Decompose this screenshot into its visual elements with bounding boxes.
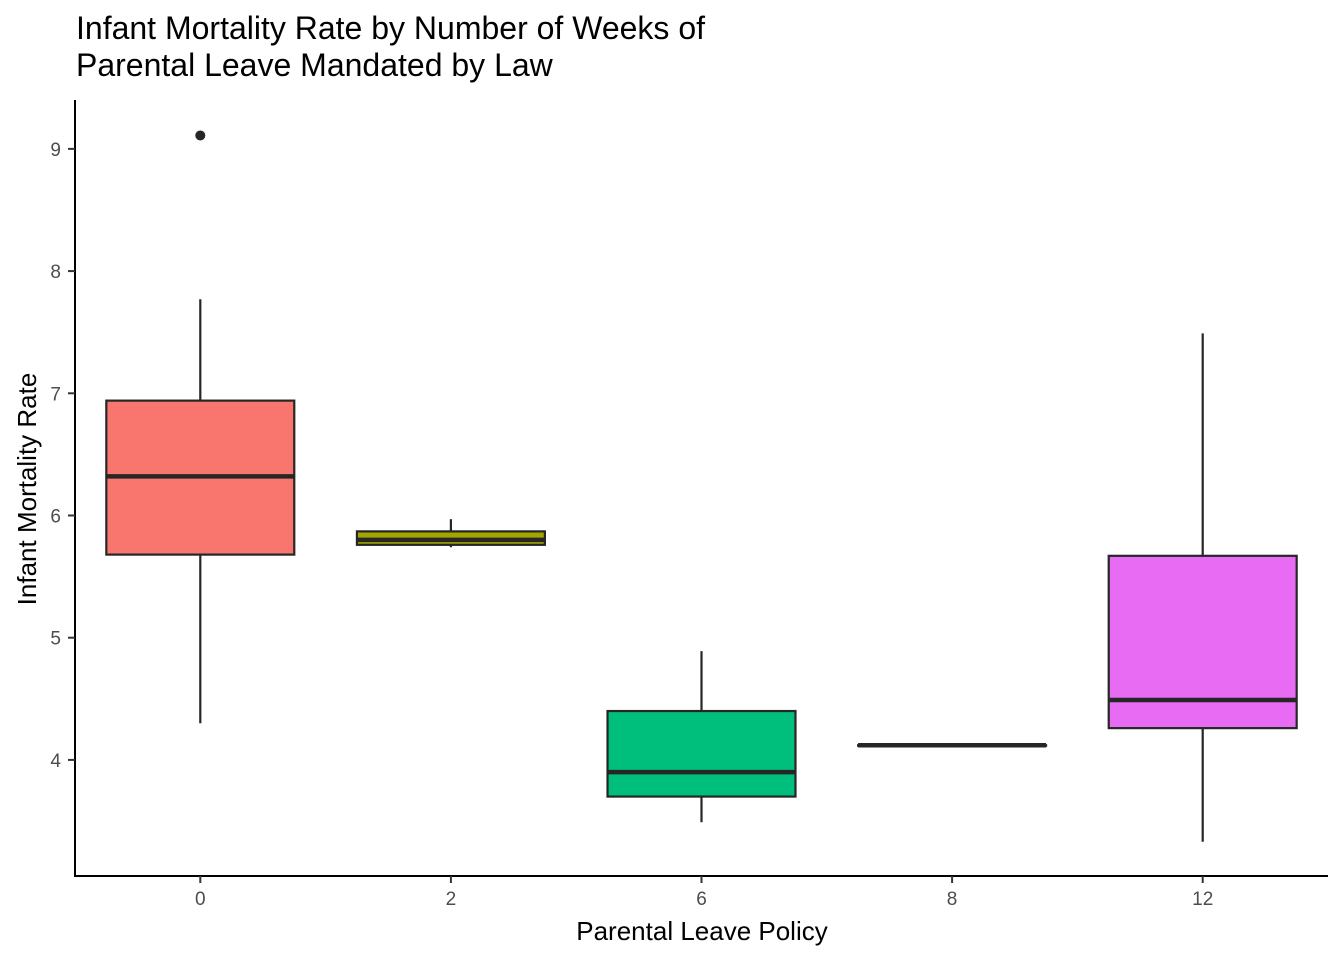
x-ticks: 0 2 6 8 12 xyxy=(195,876,1213,910)
y-axis-label: Infant Mortality Rate xyxy=(12,373,42,606)
y-tick-label: 8 xyxy=(50,262,61,283)
x-tick-label: 12 xyxy=(1192,889,1213,910)
boxes xyxy=(105,130,1298,842)
chart-title: Infant Mortality Rate by Number of Weeks… xyxy=(76,10,705,84)
box-12 xyxy=(1107,333,1298,842)
y-tick-label: 6 xyxy=(50,506,61,527)
y-ticks: 4 5 6 7 8 9 xyxy=(50,140,75,772)
chart-title-line-2: Parental Leave Mandated by Law xyxy=(76,47,553,83)
y-tick-label: 9 xyxy=(50,140,61,161)
x-tick-label: 8 xyxy=(947,889,958,910)
x-tick-label: 2 xyxy=(446,889,457,910)
y-tick-label: 4 xyxy=(50,751,61,772)
box-rect xyxy=(606,709,797,798)
x-tick-label: 6 xyxy=(696,889,707,910)
box-rect xyxy=(1107,554,1298,730)
box-6 xyxy=(606,651,797,823)
chart-title-line-1: Infant Mortality Rate by Number of Weeks… xyxy=(76,10,705,46)
y-tick-label: 7 xyxy=(50,384,61,405)
outlier-point xyxy=(195,130,206,141)
box-2 xyxy=(355,519,546,548)
x-axis-label: Parental Leave Policy xyxy=(576,916,827,946)
box-8 xyxy=(857,742,1048,748)
y-tick-label: 5 xyxy=(50,629,61,650)
box-0 xyxy=(105,130,296,724)
x-tick-label: 0 xyxy=(195,889,206,910)
